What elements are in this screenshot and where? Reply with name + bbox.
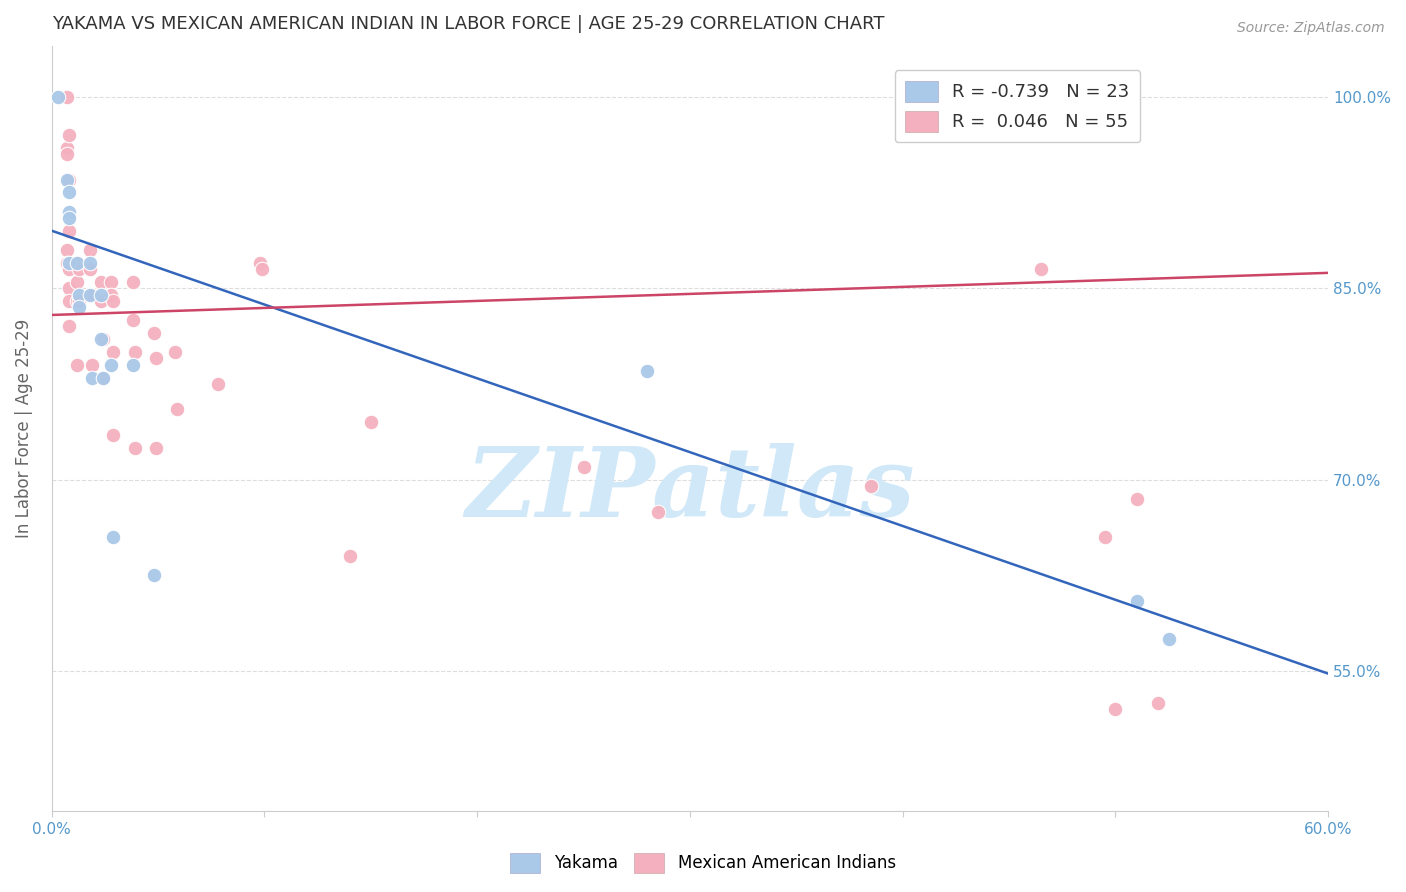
Point xyxy=(1094,530,1116,544)
Point xyxy=(58,186,80,200)
Point xyxy=(58,255,80,269)
Point xyxy=(58,224,80,238)
Point xyxy=(66,255,89,269)
Point xyxy=(58,281,80,295)
Point xyxy=(100,275,122,289)
Point xyxy=(82,370,104,384)
Point xyxy=(145,351,167,366)
Point xyxy=(121,358,143,372)
Point xyxy=(1104,702,1126,716)
Point xyxy=(103,428,125,442)
Point xyxy=(572,459,595,474)
Point xyxy=(103,530,125,544)
Text: YAKAMA VS MEXICAN AMERICAN INDIAN IN LABOR FORCE | AGE 25-29 CORRELATION CHART: YAKAMA VS MEXICAN AMERICAN INDIAN IN LAB… xyxy=(52,15,884,33)
Point xyxy=(55,172,77,186)
Point xyxy=(145,441,167,455)
Point xyxy=(55,147,77,161)
Point xyxy=(100,358,122,372)
Point xyxy=(1125,491,1147,506)
Point xyxy=(1157,632,1180,647)
Point xyxy=(91,370,114,384)
Legend: R = -0.739   N = 23, R =  0.046   N = 55: R = -0.739 N = 23, R = 0.046 N = 55 xyxy=(894,70,1140,143)
Point xyxy=(55,89,77,103)
Point xyxy=(90,275,112,289)
Point xyxy=(55,243,77,257)
Point xyxy=(55,255,77,269)
Point xyxy=(124,345,146,359)
Point xyxy=(79,243,101,257)
Point xyxy=(67,262,90,277)
Point xyxy=(339,549,361,564)
Point xyxy=(79,287,101,301)
Legend: Yakama, Mexican American Indians: Yakama, Mexican American Indians xyxy=(503,847,903,880)
Point xyxy=(82,358,104,372)
Point xyxy=(58,128,80,142)
Point xyxy=(121,313,143,327)
Point xyxy=(82,287,104,301)
Point xyxy=(100,287,122,301)
Point xyxy=(636,364,658,378)
Point xyxy=(249,255,271,269)
Point xyxy=(859,479,882,493)
Point xyxy=(124,441,146,455)
Point xyxy=(58,211,80,225)
Point xyxy=(103,345,125,359)
Point xyxy=(58,319,80,334)
Point xyxy=(79,287,101,301)
Point xyxy=(647,504,669,518)
Point xyxy=(58,293,80,308)
Point xyxy=(1147,696,1170,710)
Point xyxy=(360,415,382,429)
Point xyxy=(66,293,89,308)
Point xyxy=(142,568,165,582)
Point xyxy=(1029,262,1052,277)
Point xyxy=(91,370,114,384)
Point xyxy=(46,89,69,103)
Text: Source: ZipAtlas.com: Source: ZipAtlas.com xyxy=(1237,21,1385,35)
Point xyxy=(1125,594,1147,608)
Point xyxy=(58,262,80,277)
Point xyxy=(90,287,112,301)
Point xyxy=(252,262,274,277)
Point xyxy=(90,332,112,346)
Point xyxy=(55,141,77,155)
Point xyxy=(58,172,80,186)
Point xyxy=(67,287,90,301)
Point xyxy=(79,262,101,277)
Point xyxy=(90,293,112,308)
Point xyxy=(67,293,90,308)
Point xyxy=(79,255,101,269)
Point xyxy=(121,275,143,289)
Point xyxy=(207,376,229,391)
Point xyxy=(103,293,125,308)
Point xyxy=(66,275,89,289)
Text: ZIPatlas: ZIPatlas xyxy=(465,442,915,537)
Point xyxy=(91,332,114,346)
Point xyxy=(165,345,187,359)
Point xyxy=(66,255,89,269)
Point xyxy=(67,301,90,315)
Point xyxy=(66,358,89,372)
Y-axis label: In Labor Force | Age 25-29: In Labor Force | Age 25-29 xyxy=(15,319,32,538)
Point xyxy=(142,326,165,340)
Point xyxy=(58,204,80,219)
Point xyxy=(166,402,188,417)
